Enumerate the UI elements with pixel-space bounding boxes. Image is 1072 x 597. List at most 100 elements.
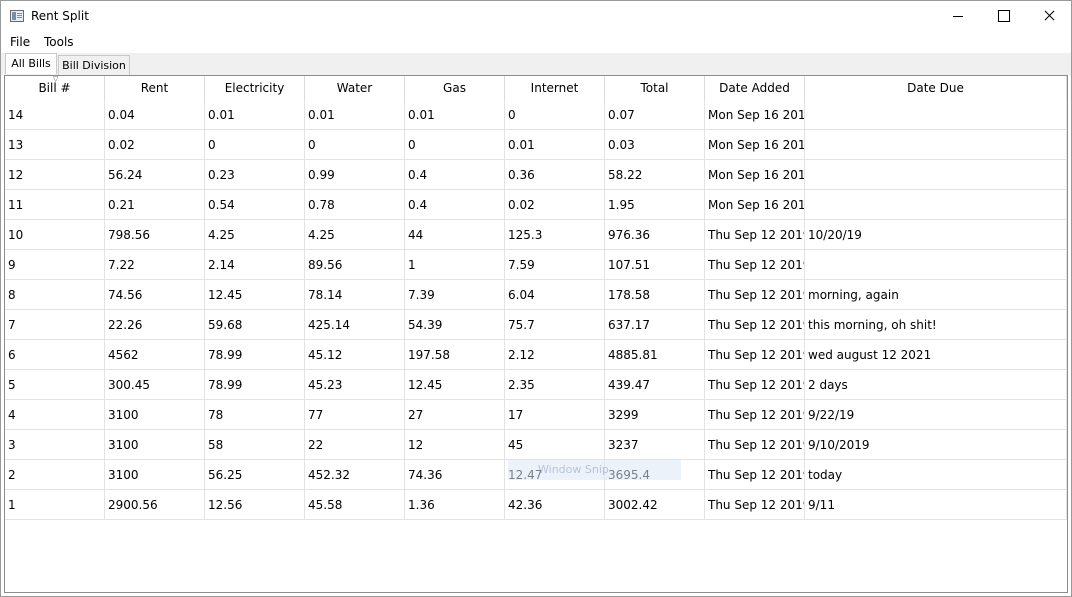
table-row[interactable]: 13 0.02 0 0 0 0.01 0.03 Mon Sep 16 2019 — [5, 130, 1067, 160]
cell-internet[interactable]: 45 — [505, 430, 605, 460]
cell-total[interactable]: 58.22 — [605, 160, 705, 190]
header-col-rent[interactable]: Rent — [105, 76, 205, 100]
cell-gas[interactable]: 74.36 — [405, 460, 505, 490]
table-row[interactable]: 6 4562 78.99 45.12 197.58 2.12 4885.81 Thu Sep … — [5, 340, 1067, 370]
cell-total[interactable]: 3002.42 — [605, 490, 705, 520]
cell-date-added[interactable]: Thu Sep 12 2019 — [705, 460, 805, 490]
cell-electricity[interactable]: 78 — [205, 400, 305, 430]
cell-gas[interactable]: 0.4 — [405, 190, 505, 220]
cell-gas[interactable]: 1 — [405, 250, 505, 280]
table-row[interactable]: 12 56.24 0.23 0.99 0.4 0.36 58.22 Mon Sep 16 20… — [5, 160, 1067, 190]
cell-date-added[interactable]: Mon Sep 16 2019 — [705, 100, 805, 130]
header-col-electricity[interactable]: Electricity — [205, 76, 305, 100]
cell-total[interactable]: 637.17 — [605, 310, 705, 340]
header-col-gas[interactable]: Gas — [405, 76, 505, 100]
table-row[interactable]: 1 2900.56 12.56 45.58 1.36 42.36 3002.42 Thu Se… — [5, 490, 1067, 520]
cell-date-added[interactable]: Thu Sep 12 2019 — [705, 220, 805, 250]
cell-gas[interactable]: 7.39 — [405, 280, 505, 310]
cell-rent[interactable]: 56.24 — [105, 160, 205, 190]
cell-date-added[interactable]: Thu Sep 12 2019 — [705, 370, 805, 400]
cell-total[interactable]: 976.36 — [605, 220, 705, 250]
cell-water[interactable]: 0.99 — [305, 160, 405, 190]
cell-total[interactable]: 107.51 — [605, 250, 705, 280]
cell-electricity[interactable]: 0.54 — [205, 190, 305, 220]
bills-table[interactable]: ▽ Bill # Rent Electricity Water Gas Internet T… — [4, 75, 1068, 593]
cell-water[interactable]: 0.78 — [305, 190, 405, 220]
cell-electricity[interactable]: 59.68 — [205, 310, 305, 340]
cell-bill-number[interactable]: 14 — [5, 100, 105, 130]
cell-rent[interactable]: 22.26 — [105, 310, 205, 340]
menu-file[interactable]: File — [10, 35, 31, 49]
header-col-date-due[interactable]: Date Due — [805, 76, 1067, 100]
cell-electricity[interactable]: 78.99 — [205, 370, 305, 400]
header-col-date-added[interactable]: Date Added — [705, 76, 805, 100]
cell-total[interactable]: 3299 — [605, 400, 705, 430]
table-row[interactable]: 8 74.56 12.45 78.14 7.39 6.04 178.58 Thu Sep 12… — [5, 280, 1067, 310]
cell-internet[interactable]: 2.12 — [505, 340, 605, 370]
cell-internet[interactable]: 2.35 — [505, 370, 605, 400]
cell-rent[interactable]: 3100 — [105, 400, 205, 430]
cell-electricity[interactable]: 78.99 — [205, 340, 305, 370]
title-bar[interactable]: Rent Split — [1, 1, 1071, 31]
minimize-button[interactable] — [935, 1, 981, 31]
maximize-button[interactable] — [981, 1, 1027, 31]
table-row[interactable]: 10 798.56 4.25 4.25 44 125.3 976.36 Thu Sep 12 … — [5, 220, 1067, 250]
cell-gas[interactable]: 12.45 — [405, 370, 505, 400]
cell-date-due[interactable]: wed august 12 2021 — [805, 340, 1067, 370]
cell-total[interactable]: 1.95 — [605, 190, 705, 220]
cell-electricity[interactable]: 0.01 — [205, 100, 305, 130]
cell-internet[interactable]: 0.01 — [505, 130, 605, 160]
cell-water[interactable]: 22 — [305, 430, 405, 460]
cell-water[interactable]: 45.12 — [305, 340, 405, 370]
cell-date-due[interactable] — [805, 160, 1067, 190]
cell-gas[interactable]: 54.39 — [405, 310, 505, 340]
cell-date-added[interactable]: Thu Sep 12 2019 — [705, 490, 805, 520]
cell-date-added[interactable]: Mon Sep 16 2019 — [705, 130, 805, 160]
cell-date-due[interactable] — [805, 130, 1067, 160]
cell-water[interactable]: 77 — [305, 400, 405, 430]
cell-water[interactable]: 45.58 — [305, 490, 405, 520]
cell-bill-number[interactable]: 2 — [5, 460, 105, 490]
cell-total[interactable]: 178.58 — [605, 280, 705, 310]
cell-internet[interactable]: 42.36 — [505, 490, 605, 520]
cell-gas[interactable]: 27 — [405, 400, 505, 430]
table-row[interactable]: 4 3100 78 77 27 17 3299 Thu Sep 12 2019 9/22/19 — [5, 400, 1067, 430]
cell-date-added[interactable]: Thu Sep 12 2019 — [705, 400, 805, 430]
cell-total[interactable]: 0.03 — [605, 130, 705, 160]
cell-rent[interactable]: 3100 — [105, 430, 205, 460]
cell-bill-number[interactable]: 3 — [5, 430, 105, 460]
cell-water[interactable]: 0.01 — [305, 100, 405, 130]
cell-total[interactable]: 0.07 — [605, 100, 705, 130]
cell-water[interactable]: 4.25 — [305, 220, 405, 250]
cell-electricity[interactable]: 12.45 — [205, 280, 305, 310]
menu-tools[interactable]: Tools — [44, 35, 74, 49]
cell-bill-number[interactable]: 1 — [5, 490, 105, 520]
cell-rent[interactable]: 7.22 — [105, 250, 205, 280]
cell-date-added[interactable]: Thu Sep 12 2019 — [705, 340, 805, 370]
cell-gas[interactable]: 0.01 — [405, 100, 505, 130]
cell-electricity[interactable]: 2.14 — [205, 250, 305, 280]
cell-date-due[interactable] — [805, 250, 1067, 280]
tab-all-bills[interactable]: All Bills — [5, 53, 57, 74]
cell-date-due[interactable]: 9/10/2019 — [805, 430, 1067, 460]
cell-bill-number[interactable]: 8 — [5, 280, 105, 310]
cell-total[interactable]: 439.47 — [605, 370, 705, 400]
cell-internet[interactable]: 7.59 — [505, 250, 605, 280]
cell-bill-number[interactable]: 4 — [5, 400, 105, 430]
cell-gas[interactable]: 0.4 — [405, 160, 505, 190]
header-col-bill-number[interactable]: Bill # — [5, 76, 105, 100]
cell-gas[interactable]: 197.58 — [405, 340, 505, 370]
cell-electricity[interactable]: 58 — [205, 430, 305, 460]
table-row[interactable]: 7 22.26 59.68 425.14 54.39 75.7 637.17 Thu Sep … — [5, 310, 1067, 340]
cell-electricity[interactable]: 56.25 — [205, 460, 305, 490]
cell-electricity[interactable]: 12.56 — [205, 490, 305, 520]
cell-date-due[interactable]: this morning, oh shit! — [805, 310, 1067, 340]
cell-rent[interactable]: 3100 — [105, 460, 205, 490]
cell-electricity[interactable]: 4.25 — [205, 220, 305, 250]
cell-bill-number[interactable]: 6 — [5, 340, 105, 370]
cell-rent[interactable]: 4562 — [105, 340, 205, 370]
cell-bill-number[interactable]: 10 — [5, 220, 105, 250]
table-row[interactable]: 3 3100 58 22 12 45 3237 Thu Sep 12 2019 9/10/201… — [5, 430, 1067, 460]
table-row[interactable]: 5 300.45 78.99 45.23 12.45 2.35 439.47 Thu Sep … — [5, 370, 1067, 400]
cell-rent[interactable]: 2900.56 — [105, 490, 205, 520]
